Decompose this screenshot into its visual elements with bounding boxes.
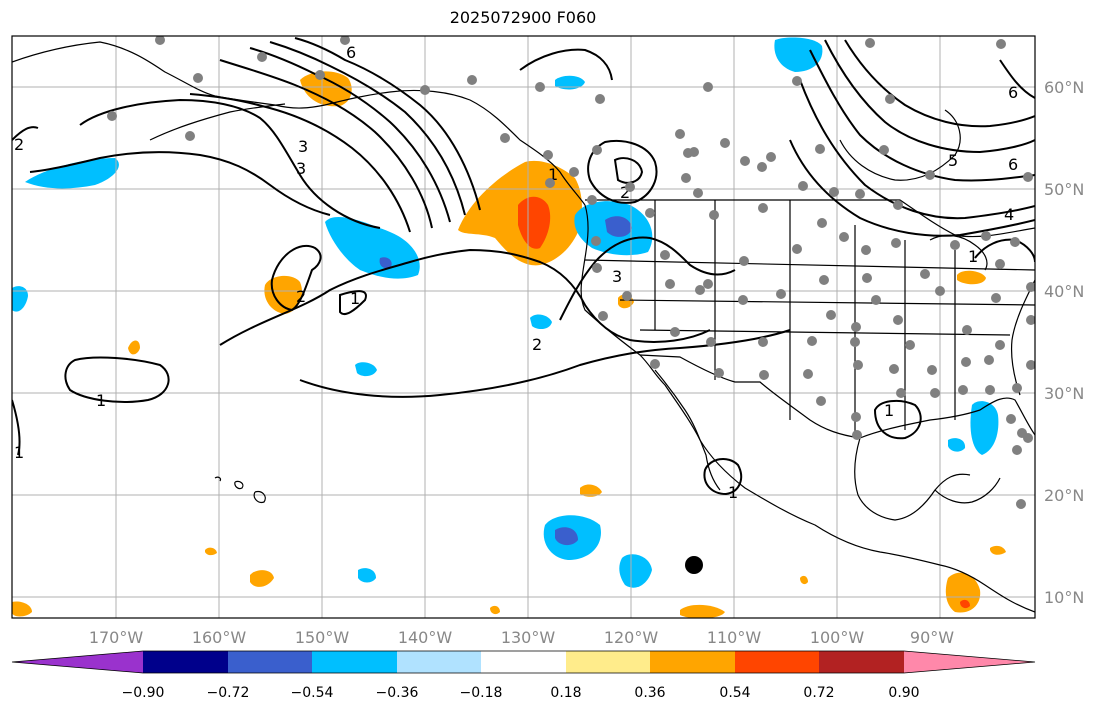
map-border	[11, 35, 1036, 619]
lat-label: 10°N	[1044, 588, 1084, 607]
colorbar-segment	[566, 651, 650, 673]
contour-label: 3	[612, 267, 622, 286]
colorbar-tick-label: 0.54	[719, 685, 750, 701]
contour-label: 4	[1004, 205, 1014, 224]
colorbar-segment	[312, 651, 397, 673]
colorbar-segment	[650, 651, 735, 673]
lat-label: 30°N	[1044, 384, 1084, 403]
map-title: 2025072900 F060	[449, 8, 597, 27]
colorbar-segment	[143, 651, 228, 673]
contour-label: 2	[14, 135, 24, 154]
lat-label: 60°N	[1044, 78, 1084, 97]
colorbar-segments	[11, 650, 1036, 674]
colorbar-tick-label: −0.18	[460, 685, 503, 701]
lon-label: 160°W	[192, 628, 247, 647]
colorbar-segment	[481, 651, 566, 673]
contour-label: 2	[620, 183, 630, 202]
contour-label: 6	[346, 43, 356, 62]
lon-label: 170°W	[89, 628, 144, 647]
lat-label: 40°N	[1044, 282, 1084, 301]
colorbar-segment	[397, 651, 481, 673]
colorbar-segment	[904, 651, 1035, 673]
colorbar-segment	[819, 651, 904, 673]
lat-label: 20°N	[1044, 486, 1084, 505]
contour-label: 1	[350, 289, 360, 308]
contour-label: 3	[298, 137, 308, 156]
colorbar-segment	[735, 651, 819, 673]
contour-label: 5	[948, 151, 958, 170]
lon-label: 110°W	[707, 628, 762, 647]
colorbar-tick-label: 0.90	[888, 685, 919, 701]
lon-label: 130°W	[501, 628, 556, 647]
contour-label: 2	[532, 335, 542, 354]
lon-tick-labels: 170°W 160°W 150°W 140°W 130°W 120°W 110°…	[89, 628, 954, 647]
contour-label: 1	[548, 165, 558, 184]
lon-label: 140°W	[398, 628, 453, 647]
lat-lon-grid	[12, 36, 1035, 618]
lon-label: 90°W	[910, 628, 954, 647]
colorbar-tick-label: −0.72	[207, 685, 250, 701]
contour-label: 1	[884, 401, 894, 420]
lon-label: 120°W	[604, 628, 659, 647]
contour-label: 1	[14, 443, 24, 462]
colorbar-tick-label: −0.36	[376, 685, 419, 701]
contour-label: 6	[1008, 83, 1018, 102]
colorbar-tick-label: 0.36	[634, 685, 665, 701]
colorbar-segment	[228, 651, 312, 673]
lat-tick-labels: 60°N 50°N 40°N 30°N 20°N 10°N	[1044, 78, 1084, 607]
colorbar-tick-label: −0.54	[291, 685, 334, 701]
colorbar-tick-labels: −0.90 −0.72 −0.54 −0.36 −0.18 0.18 0.36 …	[122, 685, 920, 701]
colorbar-tick-label: 0.18	[550, 685, 581, 701]
lon-label: 150°W	[295, 628, 350, 647]
colorbar-tick-label: −0.90	[122, 685, 165, 701]
contour-label: 1	[96, 391, 106, 410]
storm-center-marker	[685, 556, 703, 574]
contour-label-group: 1 1 1 1 1 1 1 2 2 2 2 3 3 3 4 5 6 6 6	[14, 43, 1018, 502]
contour-label: 2	[296, 287, 306, 306]
colorbar-outline	[11, 650, 1036, 674]
contour-label: 1	[728, 483, 738, 502]
contour-label: 1	[968, 247, 978, 266]
colorbar: −0.90 −0.72 −0.54 −0.36 −0.18 0.18 0.36 …	[11, 650, 1036, 701]
colorbar-tick-label: 0.72	[803, 685, 834, 701]
map-area	[12, 36, 1035, 618]
station-dots	[107, 36, 1035, 509]
contour-label: 3	[296, 159, 306, 178]
lon-label: 100°W	[810, 628, 865, 647]
contour-label: 6	[1008, 155, 1018, 174]
lat-label: 50°N	[1044, 180, 1084, 199]
colorbar-segment	[12, 651, 143, 673]
